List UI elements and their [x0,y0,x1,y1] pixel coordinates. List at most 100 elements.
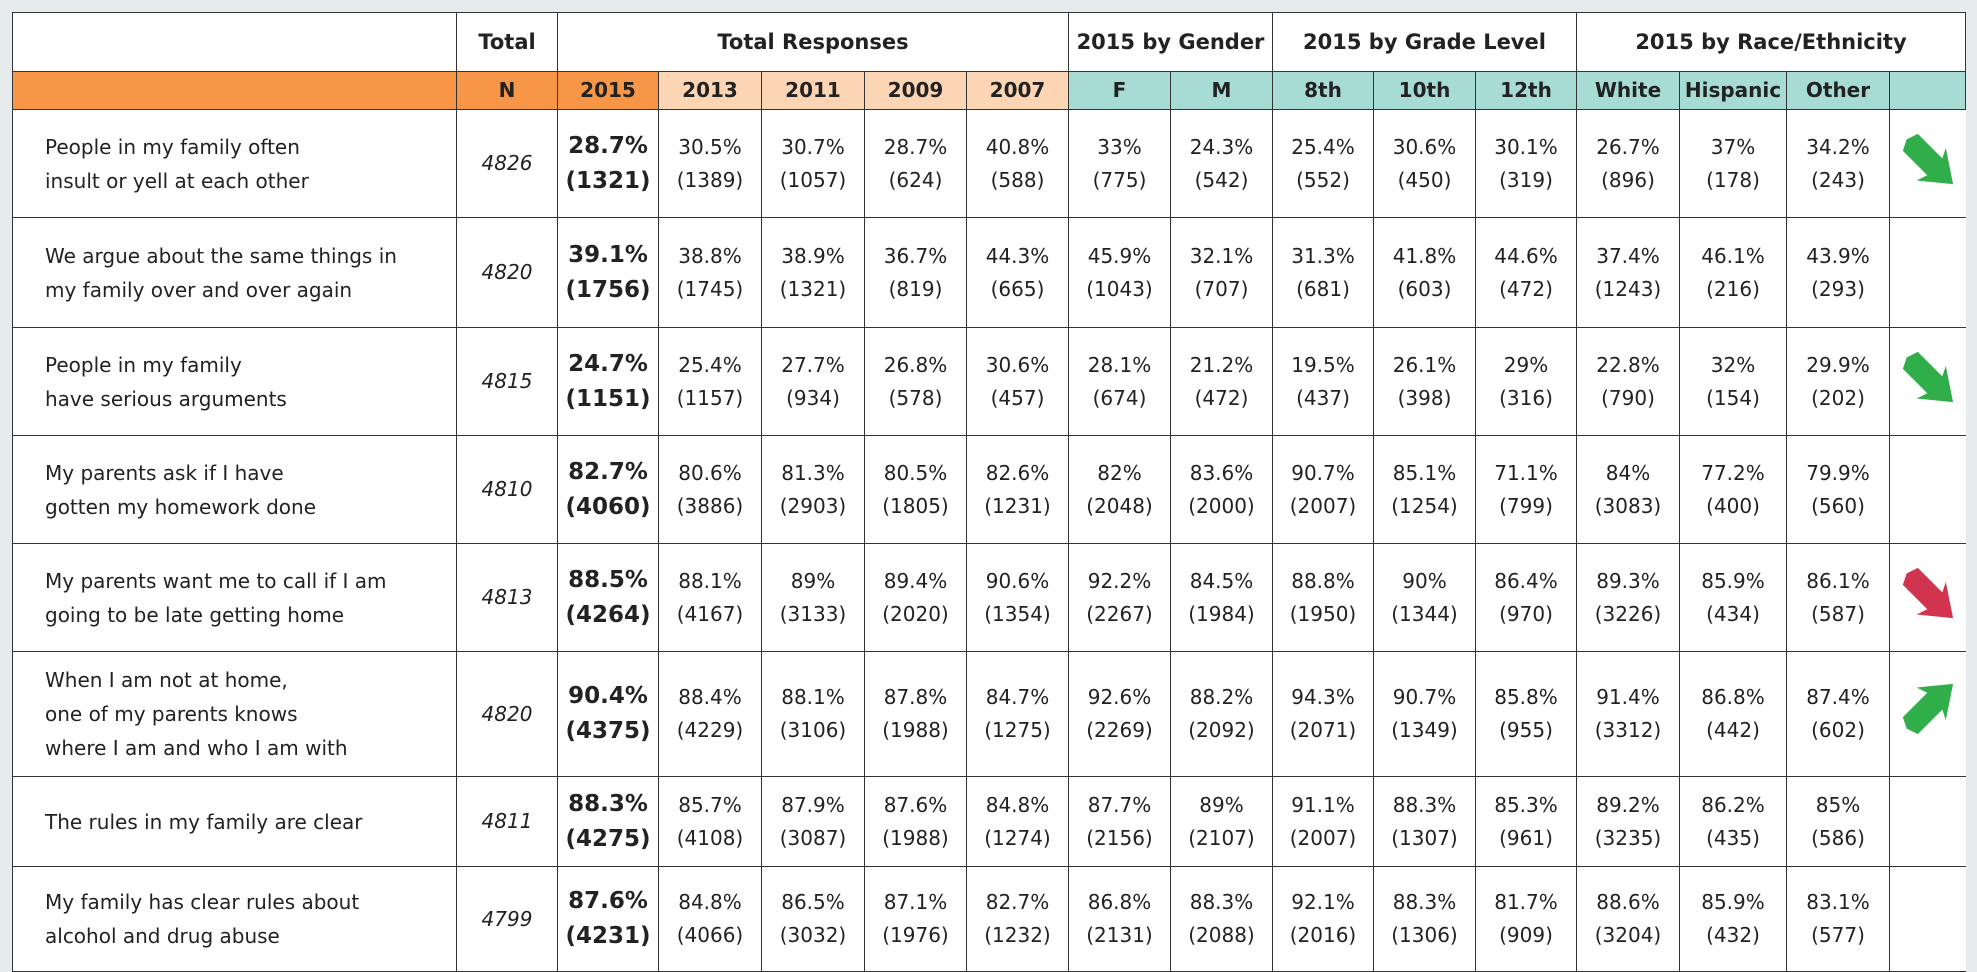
count: (1057) [779,167,847,192]
count: (4060) [565,493,651,520]
count: (970) [1499,601,1553,626]
count: (3312) [1594,718,1662,742]
percent: 34.2% [1806,134,1870,159]
cell: 38.9% (1321) [761,217,865,328]
percent: 88.1% [781,685,845,709]
percent: 30.6% [985,352,1050,377]
percent: 90% [1402,568,1447,593]
row-label: The rules in my family are clear [12,776,457,867]
count: (432) [1706,923,1760,947]
percent: 29% [1503,352,1549,377]
cell: 37% (178) [1679,109,1787,218]
cell: 81.7% (909) [1475,866,1577,972]
label-line: My parents want me to call if I am [45,568,387,593]
count: (1805) [882,493,949,518]
label-line: gotten my homework done [45,494,316,519]
blank-header [1889,71,1966,110]
cell: 84.8% (4066) [658,866,762,972]
percent: 90.7% [1392,685,1457,709]
percent: 45.9% [1087,243,1152,268]
count: (400) [1706,493,1760,518]
count: (3235) [1594,825,1662,850]
percent: 87.8% [883,685,948,709]
percent: 85.9% [1701,890,1765,914]
count: (2048) [1086,493,1153,518]
cell: 88.6% (3204) [1576,866,1680,972]
percent: 26.8% [883,352,948,377]
percent: 87.4% [1806,685,1870,709]
blank-header [12,71,457,110]
percent: 85.3% [1494,792,1558,817]
label-line: one of my parents knows [45,702,298,726]
cell: 30.6% (457) [966,327,1069,436]
cell: 87.9% (3087) [761,776,865,867]
percent: 83.1% [1806,890,1870,914]
percent: 89% [790,568,836,593]
percent: 24.3% [1189,134,1254,159]
column-header: 8th [1272,71,1374,110]
cell: 28.7% (624) [864,109,967,218]
cell: 85.9% (434) [1679,543,1787,652]
percent: 85.9% [1701,568,1765,593]
count: (457) [990,385,1045,410]
cell: 88.3% (1307) [1373,776,1476,867]
trend-cell [1889,866,1966,972]
percent: 25.4% [1291,134,1355,159]
cell: 82% (2048) [1068,435,1171,544]
count: (2092) [1188,718,1255,742]
count: (4066) [676,923,744,947]
column-header: 2009 [864,71,967,110]
data-row: People in my family often insult or yell … [12,109,1966,218]
percent: 30.5% [678,134,742,159]
percent: 92.1% [1291,890,1355,914]
count: (775) [1092,167,1147,192]
percent: 82.6% [985,460,1050,485]
count: (2007) [1289,825,1357,850]
percent: 36.7% [883,243,948,268]
count: (4229) [676,718,744,742]
percent: 82.7% [985,890,1050,914]
row-label: People in my family often insult or yell … [12,109,457,218]
cell: 31.3% (681) [1272,217,1374,328]
count: (2107) [1188,825,1255,850]
trend-cell [1889,651,1966,777]
n-count: 4799 [456,866,558,972]
percent: 30.7% [781,134,845,159]
percent: 92.6% [1087,685,1152,709]
count: (2007) [1289,493,1357,518]
count: (1756) [565,276,651,303]
count: (681) [1296,276,1350,301]
count: (1321) [565,167,651,194]
cell: 19.5% (437) [1272,327,1374,436]
cell: 87.7% (2156) [1068,776,1171,867]
count: (1988) [882,718,949,742]
percent: 37.4% [1596,243,1660,268]
percent: 86.2% [1701,792,1765,817]
count: (790) [1601,385,1655,410]
cell: 45.9% (1043) [1068,217,1171,328]
count: (3083) [1594,493,1662,518]
count: (2269) [1086,718,1153,742]
count: (2903) [779,493,847,518]
percent: 43.9% [1806,243,1870,268]
label-line: where I am and who I am with [45,736,348,760]
percent: 38.8% [678,243,742,268]
group-header: Total [456,12,558,72]
column-header: 2007 [966,71,1069,110]
percent: 38.9% [781,243,845,268]
cell: 24.7% (1151) [557,327,659,436]
percent: 91.1% [1291,792,1355,817]
trend-cell [1889,435,1966,544]
row-label: My family has clear rules about alcohol a… [12,866,457,972]
count: (934) [786,385,840,410]
blank-header [12,12,457,72]
trend-cell [1889,327,1966,436]
label-line: When I am not at home, [45,668,288,692]
cell: 30.5% (1389) [658,109,762,218]
label-line: going to be late getting home [45,602,344,627]
trend-arrow [1900,565,1955,620]
percent: 25.4% [678,352,742,377]
percent: 84.7% [985,685,1050,709]
count: (316) [1499,385,1553,410]
